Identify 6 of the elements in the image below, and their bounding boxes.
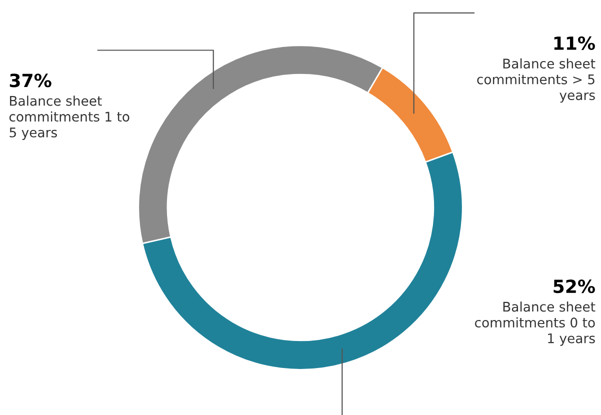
slice-label: Balance sheet commitments > 5 years <box>477 58 596 103</box>
data-label: 37% <box>10 74 52 88</box>
slice-label: Balance sheet commitments 1 to 5 years <box>9 96 130 140</box>
slice-label: Balance sheet commitments 0 to 1 years <box>474 302 596 346</box>
data-label: 52% <box>554 280 595 294</box>
data-label: 11% <box>554 36 595 50</box>
